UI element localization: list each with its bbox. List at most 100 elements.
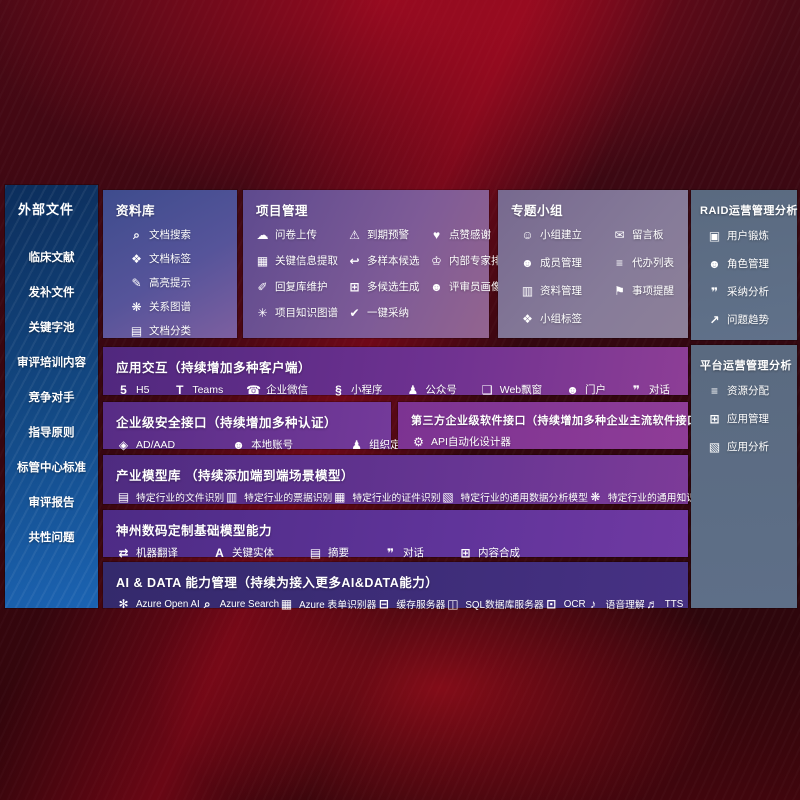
feature-item: ⚑ 事项提醒 <box>612 283 688 298</box>
feature-item: ◫ SQL数据库服务器 <box>447 597 544 611</box>
feature-item: ▧ 应用分析 <box>708 439 769 454</box>
feature-item: ⌕ Azure Search <box>200 597 279 611</box>
wechat-work-icon: ☎ <box>246 382 262 397</box>
panel-topic-group: 专题小组 ☺ 小组建立 ✉ 留言板 ☻ 成员管理 ≡ 代办列表 ▥ 资料管理 ⚑… <box>498 190 688 338</box>
feature-item: ▣ 用户锻炼 <box>708 228 769 243</box>
role-manage-icon: ☻ <box>708 256 721 271</box>
data-analysis-model-icon: ▧ <box>442 490 454 504</box>
mini-program-icon: § <box>335 382 342 397</box>
adopt-analysis-icon: ❞ <box>710 284 719 299</box>
row-industry-models: 产业模型库 （持续添加端到端场景模型） ▤ 特定行业的文件识别 ▥ 特定行业的票… <box>103 455 735 504</box>
feature-item: ❖ 文档标签 <box>129 251 237 266</box>
app-interaction-list: 5 H5 T Teams ☎ 企业微信 § 小程序 ♟ 公众号 ❑ Web飘窗 … <box>103 376 688 397</box>
feature-item: ✉ 留言板 <box>612 227 688 242</box>
item-remind-icon: ⚑ <box>614 283 625 298</box>
reply-maintain-icon: ✐ <box>257 279 268 294</box>
feature-item: ✻ Azure Open AI <box>116 597 199 611</box>
feature-item: ⊞ 内容合成 <box>458 545 520 560</box>
panel-repository: 资料库 ⌕ 文档搜索 ❖ 文档标签 ✎ 高亮提示 ❋ 关系图谱 ▤ 文档分类 <box>103 190 237 338</box>
panel-project-title: 项目管理 <box>256 204 309 218</box>
feature-item: ❋ 关系图谱 <box>129 299 237 314</box>
feature-item: ☻ 评审员画像 <box>430 279 502 294</box>
feature-item: ✳ 项目知识图谱 <box>255 305 347 320</box>
enterprise-security-list: ◈ AD/AAD ☻ 本地账号 ♟ 组织定义 <box>103 431 411 452</box>
multi-generate-icon: ⊞ <box>349 279 360 294</box>
panel-platform-title: 平台运营管理分析 <box>700 360 792 372</box>
kg-model-icon: ❋ <box>590 490 601 504</box>
sidebar-item: 发补文件 <box>28 286 75 299</box>
feature-item: ▤ 特定行业的文件识别 <box>117 490 225 504</box>
feature-item: ▤ 摘要 <box>309 545 349 560</box>
feature-item: ☻ 成员管理 <box>521 255 582 270</box>
topic-group-grid: ☺ 小组建立 ✉ 留言板 ☻ 成员管理 ≡ 代办列表 ▥ 资料管理 ⚑ 事项提醒… <box>498 219 688 326</box>
sidebar-item: 审评报告 <box>28 496 75 509</box>
sidebar-item: 竞争对手 <box>28 391 75 404</box>
ai-data-list: ✻ Azure Open AI ⌕ Azure Search ▦ Azure 表… <box>103 591 688 611</box>
app-manage-icon: ⊞ <box>709 411 720 426</box>
cloud-upload-icon: ☁ <box>256 227 269 242</box>
panel-repository-title: 资料库 <box>116 204 156 218</box>
sidebar-item: 关键字池 <box>28 321 75 334</box>
highlight-pen-icon: ✎ <box>131 275 142 290</box>
feature-item: ☁ 问卷上传 <box>256 227 318 242</box>
feature-item: ⊞ 应用管理 <box>707 411 797 426</box>
cert-recog-icon: ▦ <box>334 490 346 504</box>
teams-icon: T <box>176 382 184 397</box>
external-files-sidebar: 外部文件 临床文献 发补文件 关键字池 审评培训内容 竞争对手 指导原则 标管中… <box>5 185 98 608</box>
todo-list-icon: ≡ <box>615 255 623 270</box>
row-third-party-api-title: 第三方企业级软件接口（持续增加多种企业主流软件接口） <box>411 415 710 427</box>
file-recog-icon: ▤ <box>117 490 130 504</box>
external-files-title: 外部文件 <box>18 202 75 217</box>
feature-item: § 小程序 <box>331 382 382 397</box>
feature-item: ❋ 特定行业的通用知识图谱模型 <box>588 490 735 504</box>
feature-item: A 关键实体 <box>212 545 274 560</box>
machine-translate-icon: ⇄ <box>118 545 129 560</box>
industry-models-list: ▤ 特定行业的文件识别 ▥ 特定行业的票据识别 ▦ 特定行业的证件识别 ▧ 特定… <box>103 484 735 504</box>
feature-item: ✔ 一键采纳 <box>347 305 429 320</box>
panel-platform-analysis: 平台运营管理分析 ≡ 资源分配 ⊞ 应用管理 ▧ 应用分析 <box>691 345 797 608</box>
row-app-interaction: 应用交互（持续增加多种客户端） 5 H5 T Teams ☎ 企业微信 § 小程… <box>103 347 688 397</box>
portal-icon: ☻ <box>566 382 579 397</box>
dialog-icon: ❞ <box>632 382 640 397</box>
knowledge-graph-icon: ✳ <box>257 305 268 320</box>
azure-search-icon: ⌕ <box>203 597 211 611</box>
doc-tag-icon: ❖ <box>131 251 142 266</box>
sidebar-item: 审评培训内容 <box>17 356 86 369</box>
feature-item: ↩ 多样本候选 <box>347 253 429 268</box>
feature-item: ▤ 文档分类 <box>130 323 191 338</box>
feature-item: ♔ 内部专家排名 <box>429 253 512 268</box>
feature-item: ✎ 高亮提示 <box>129 275 237 290</box>
issue-trend-icon: ↗ <box>709 312 720 327</box>
h5-icon: 5 <box>120 382 127 397</box>
sql-server-icon: ◫ <box>447 597 459 611</box>
local-account-icon: ☻ <box>232 437 245 452</box>
bill-recog-icon: ▥ <box>226 490 238 504</box>
feature-item: ⚙ API自动化设计器 <box>411 434 511 449</box>
expert-rank-icon: ♔ <box>431 253 442 268</box>
feature-item: ⊡ OCR <box>544 597 585 611</box>
content-compose-icon: ⊞ <box>460 545 471 560</box>
azure-openai-icon: ✻ <box>118 597 129 611</box>
row-third-party-api: 第三方企业级软件接口（持续增加多种企业主流软件接口） ⚙ API自动化设计器 <box>398 402 710 449</box>
speech-understand-icon: ♪ <box>590 597 597 611</box>
info-extract-icon: ▦ <box>256 253 269 268</box>
message-board-icon: ✉ <box>614 227 625 242</box>
multi-sample-icon: ↩ <box>349 253 360 268</box>
thumbs-up-icon: ♥ <box>432 227 441 242</box>
org-define-icon: ♟ <box>351 437 362 452</box>
feature-item: ♬ TTS <box>646 597 684 611</box>
feature-item: ✐ 回复库维护 <box>255 279 347 294</box>
feature-item: ❑ Web飘窗 <box>480 382 542 397</box>
group-tag-icon: ❖ <box>522 311 533 326</box>
resource-alloc-icon: ≡ <box>710 383 718 398</box>
sidebar-item: 临床文献 <box>28 251 75 264</box>
feature-item: ⊞ 多候选生成 <box>347 279 429 294</box>
feature-item: ↗ 问题趋势 <box>707 312 797 327</box>
main-capability-area: 资料库 ⌕ 文档搜索 ❖ 文档标签 ✎ 高亮提示 ❋ 关系图谱 ▤ 文档分类 项… <box>103 190 735 611</box>
app-analysis-icon: ▧ <box>708 439 721 454</box>
reviewer-portrait-icon: ☻ <box>430 279 443 294</box>
doc-search-icon: ⌕ <box>133 227 140 242</box>
ocr-icon: ⊡ <box>546 597 557 611</box>
sidebar-item: 指导原则 <box>28 426 75 439</box>
